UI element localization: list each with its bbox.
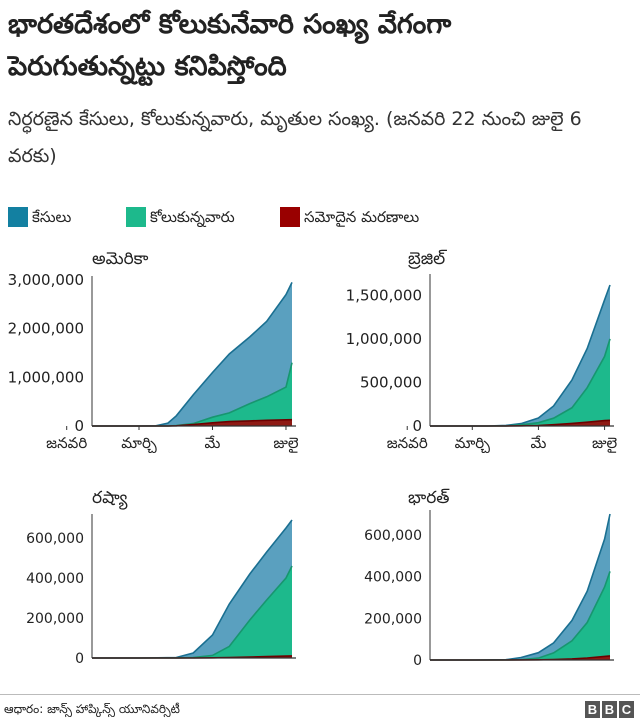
series-area-recovered <box>92 362 292 426</box>
y-tick-label: 500,000 <box>360 373 422 391</box>
chart-title: భారతదేశంలో కోలుకునేవారి సంఖ్య వేగంగా పెర… <box>8 9 452 82</box>
source-note: ఆధారం: జాన్స్ హాప్కిన్స్ యూనివర్సిటీ <box>4 702 180 716</box>
series-area-recovered <box>430 571 610 660</box>
x-tick-label: జనవరి <box>387 434 428 452</box>
y-tick-label: 0 <box>74 417 84 435</box>
x-tick-label: మార్చి <box>121 434 157 454</box>
panel-title-india: భారత్ <box>408 488 450 508</box>
footer-divider <box>0 694 640 695</box>
chart-usa: 0 1,000,000 2,000,000 3,000,000 జనవరి మార్చి మ… <box>8 271 299 454</box>
y-tick-label: 200,000 <box>26 611 84 627</box>
x-tick-label: జులై <box>592 434 618 453</box>
chart-subtitle: నిర్ధరణైన కేసులు, కోలుకున్నవారు, మృతుల స… <box>8 108 582 167</box>
y-tick-label: 0 <box>75 651 84 667</box>
chart-india: 0 200,000 400,000 600,000 <box>364 510 614 669</box>
x-tick-label: మే <box>530 434 546 452</box>
legend-label-recovered: కోలుకున్నవారు <box>150 208 235 226</box>
legend-swatch-recovered <box>126 207 146 227</box>
series-area-cases <box>92 520 292 658</box>
legend-swatch-deaths <box>280 207 300 227</box>
x-tick-label: జనవరి <box>46 434 87 452</box>
x-tick-label: మే <box>205 434 221 452</box>
bbc-logo-letter: B <box>585 701 600 718</box>
panel-title-brazil: బ్రెజిల్ <box>408 249 446 269</box>
panel-title-russia: రష్యా <box>92 488 128 508</box>
y-tick-label: 3,000,000 <box>8 271 84 289</box>
bbc-logo-letter: C <box>619 701 634 718</box>
y-tick-label: 0 <box>413 653 422 669</box>
y-tick-label: 600,000 <box>26 531 84 547</box>
y-tick-label: 1,000,000 <box>8 368 84 386</box>
series-area-cases <box>92 282 292 426</box>
series-area-recovered <box>430 338 610 426</box>
legend-label-cases: కేసులు <box>32 208 72 226</box>
legend-label-deaths: సమోదైన మరణాలు <box>304 208 420 226</box>
y-tick-label: 600,000 <box>364 528 422 544</box>
x-tick-label: జులై <box>273 434 299 453</box>
y-tick-label: 400,000 <box>26 571 84 587</box>
y-tick-label: 1,000,000 <box>346 330 422 348</box>
legend-swatch-cases <box>8 207 28 227</box>
y-tick-label: 1,500,000 <box>346 286 422 304</box>
y-tick-label: 0 <box>412 417 422 435</box>
y-tick-label: 400,000 <box>364 570 422 586</box>
y-tick-label: 200,000 <box>364 611 422 627</box>
panel-title-usa: అమెరికా <box>92 249 149 269</box>
y-tick-label: 2,000,000 <box>8 320 84 338</box>
bbc-logo-letter: B <box>602 701 617 718</box>
series-area-recovered <box>92 566 292 658</box>
chart-brazil: 0 500,000 1,000,000 1,500,000 జనవరి మార్చి మే జ… <box>346 274 618 454</box>
x-tick-label: మార్చి <box>455 434 491 454</box>
chart-russia: 0 200,000 400,000 600,000 <box>26 514 296 667</box>
